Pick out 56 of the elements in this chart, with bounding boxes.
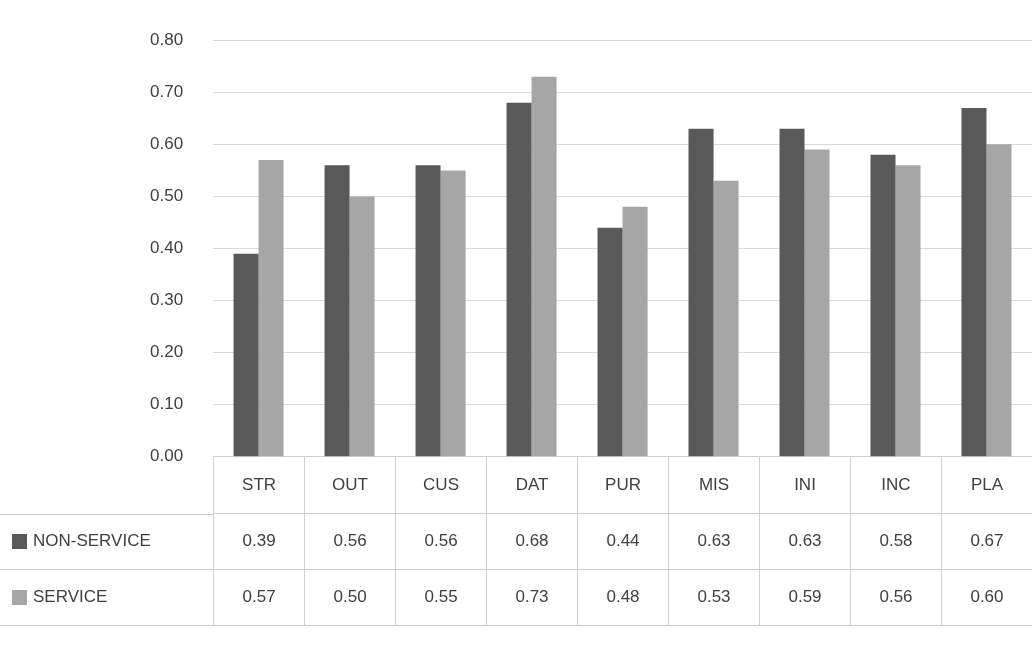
data-label: 0.68 — [486, 513, 578, 570]
data-label: 0.59 — [759, 569, 850, 626]
bar — [961, 107, 987, 457]
y-tick-label: 0.00 — [149, 446, 184, 466]
bar — [440, 170, 466, 457]
data-label: 0.56 — [304, 513, 396, 570]
data-label: 0.60 — [941, 569, 1032, 626]
bar — [349, 196, 375, 457]
data-label: 0.63 — [759, 513, 850, 570]
data-label: 0.56 — [395, 513, 487, 570]
bar — [506, 102, 532, 457]
bar — [804, 149, 830, 457]
data-label: 0.56 — [850, 569, 941, 626]
y-tick-label: 0.50 — [149, 186, 184, 206]
data-label: 0.48 — [577, 569, 669, 626]
data-label: 0.67 — [941, 513, 1032, 570]
data-label: 0.58 — [850, 513, 941, 570]
y-tick-label: 0.80 — [149, 29, 184, 49]
bar — [531, 76, 557, 457]
x-tick-label: OUT — [304, 456, 396, 514]
y-tick-label: 0.30 — [149, 290, 184, 310]
x-tick-label: MIS — [668, 456, 760, 514]
y-tick-label: 0.10 — [149, 394, 184, 414]
data-label: 0.63 — [668, 513, 760, 570]
bar — [713, 180, 739, 457]
legend-label: NON-SERVICE — [33, 531, 151, 552]
bar — [688, 128, 714, 457]
x-tick-label: PUR — [577, 456, 669, 514]
data-label: 0.57 — [213, 569, 305, 626]
data-label: 0.39 — [213, 513, 305, 570]
legend-label: SERVICE — [33, 587, 108, 608]
x-tick-label: INC — [850, 456, 941, 514]
bar — [324, 165, 350, 457]
bar — [870, 154, 896, 457]
x-tick-label: STR — [213, 456, 305, 514]
y-tick-label: 0.70 — [149, 81, 184, 101]
y-tick-label: 0.40 — [149, 238, 184, 258]
x-tick-label: CUS — [395, 456, 487, 514]
x-tick-label: INI — [759, 456, 850, 514]
data-label: 0.50 — [304, 569, 396, 626]
x-tick-label: PLA — [941, 456, 1032, 514]
bar — [597, 227, 623, 457]
data-label: 0.73 — [486, 569, 578, 626]
bar — [622, 206, 648, 457]
bar — [986, 144, 1012, 457]
bar — [779, 128, 805, 457]
bar — [233, 253, 259, 457]
data-label: 0.44 — [577, 513, 669, 570]
x-tick-label: DAT — [486, 456, 578, 514]
y-tick-label: 0.20 — [149, 342, 184, 362]
bar — [895, 165, 921, 457]
bar — [415, 165, 441, 457]
bar — [258, 159, 284, 457]
data-label: 0.55 — [395, 569, 487, 626]
data-label: 0.53 — [668, 569, 760, 626]
y-tick-label: 0.60 — [149, 134, 184, 154]
